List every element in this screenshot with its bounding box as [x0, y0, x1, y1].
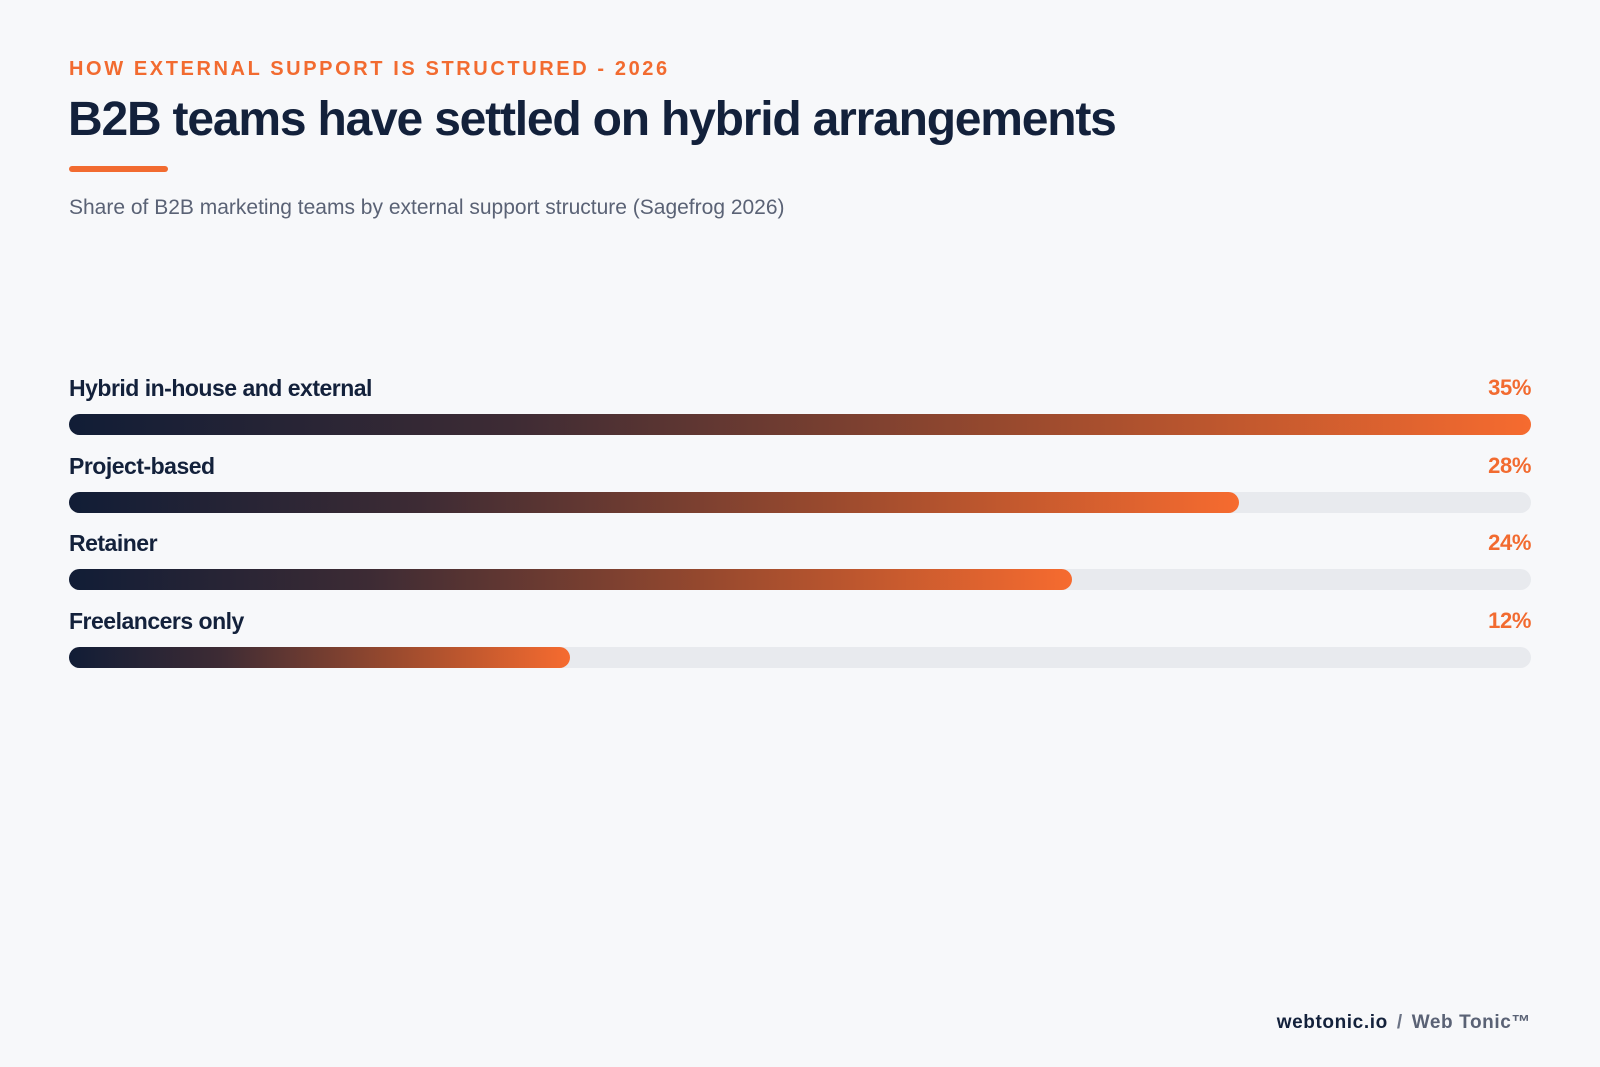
- footer-credit: webtonic.io / Web Tonic™: [1277, 1012, 1531, 1034]
- bar-label: Retainer: [69, 530, 158, 556]
- bar-row: Hybrid in-house and external 35%: [69, 372, 1531, 450]
- bar-value-label: 28%: [1488, 452, 1531, 478]
- bar-label: Hybrid in-house and external: [69, 375, 372, 401]
- bar-value-label: 12%: [1488, 607, 1531, 633]
- bar-chart: Hybrid in-house and external 35% Project-b…: [69, 372, 1531, 682]
- title-accent-rule: [69, 166, 168, 172]
- bar: [69, 414, 1531, 435]
- bar-label: Project-based: [69, 452, 215, 479]
- bar-row: Freelancers only 12%: [69, 605, 1531, 683]
- bar-label: Freelancers only: [69, 607, 244, 634]
- footer-separator: /: [1396, 1012, 1403, 1033]
- bar-row: Project-based 28%: [69, 450, 1531, 528]
- bar-track: [69, 491, 1531, 513]
- chart-eyebrow: HOW EXTERNAL SUPPORT IS STRUCTURED - 202…: [69, 58, 670, 80]
- bar-track: [69, 646, 1531, 668]
- footer-site-link[interactable]: webtonic.io: [1276, 1012, 1388, 1033]
- bar-row: Retainer 24%: [69, 527, 1531, 605]
- bar-track: [69, 414, 1531, 435]
- chart-subtitle: Share of B2B marketing teams by external…: [69, 196, 785, 219]
- footer-brand: Web Tonic™: [1411, 1012, 1531, 1033]
- bar-track: [69, 569, 1531, 590]
- bar-value-label: 35%: [1488, 375, 1531, 400]
- bar: [69, 569, 1072, 590]
- bar: [69, 491, 1239, 513]
- chart-title: B2B teams have settled on hybrid arrange…: [68, 93, 1117, 146]
- bar-value-label: 24%: [1488, 530, 1531, 555]
- bar: [69, 646, 571, 668]
